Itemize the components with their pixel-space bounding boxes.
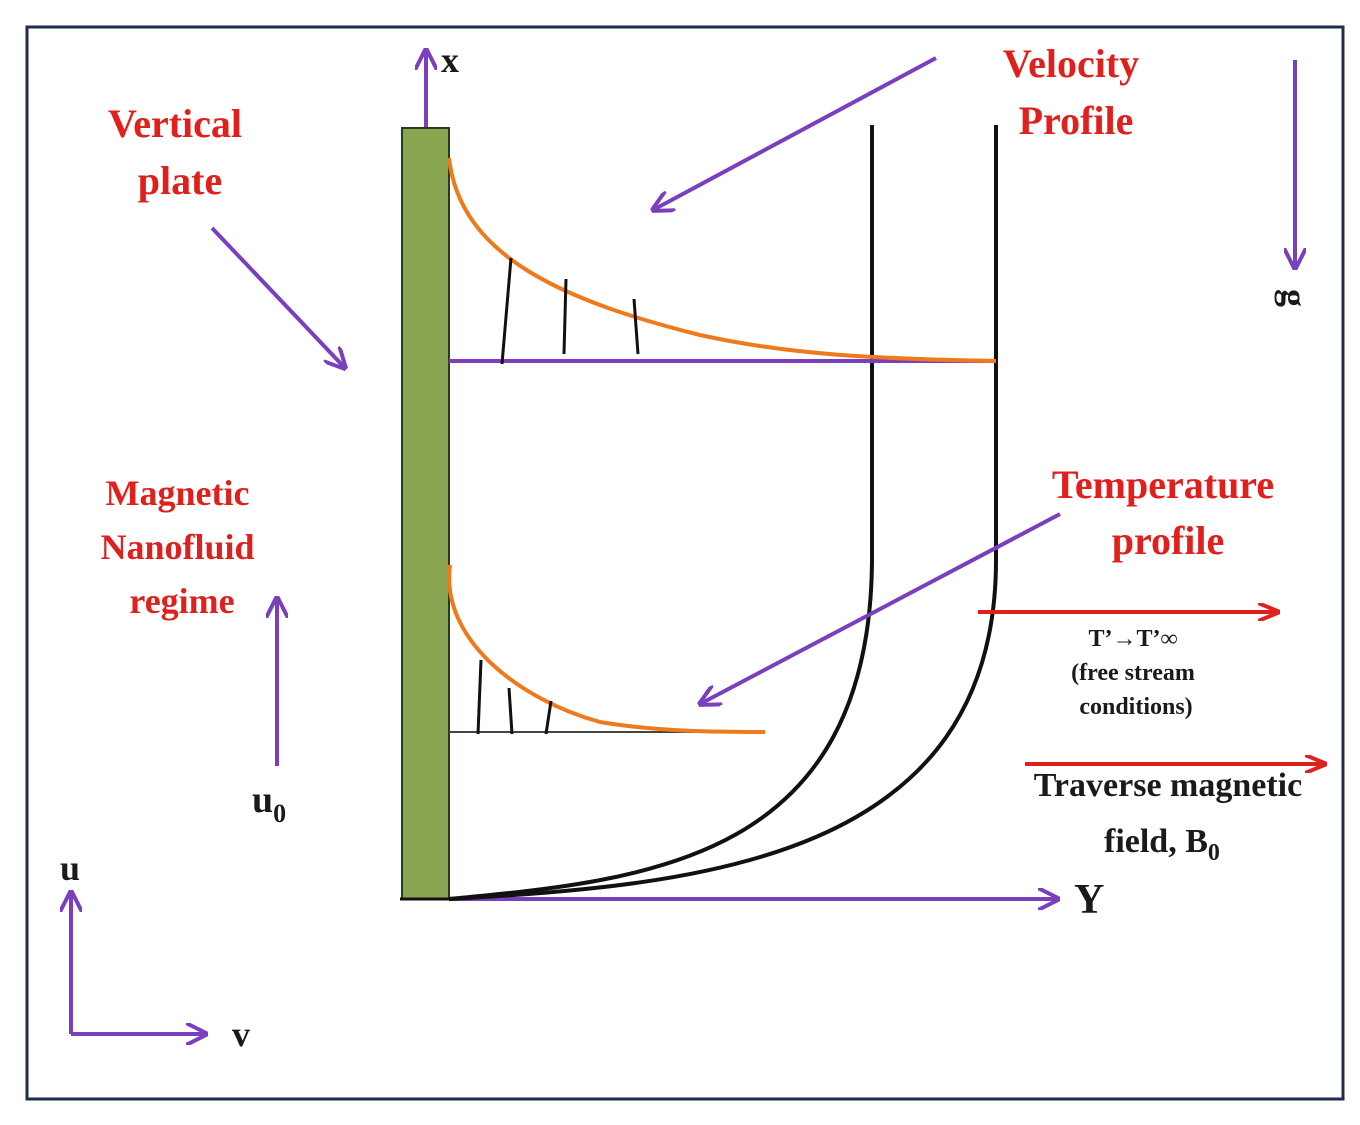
u-direction-label: u — [60, 848, 80, 888]
v-direction-label: v — [232, 1014, 250, 1054]
u0-label: u0 — [252, 779, 286, 828]
magnetic-regime-label: Magnetic Nanofluid regime — [100, 473, 263, 621]
magnetic-field-label-line1: Traverse magnetic — [1034, 767, 1302, 804]
vertical-plate — [401, 127, 450, 900]
temperature-hatch-line — [507, 687, 514, 735]
x-axis-label: x — [441, 40, 459, 80]
temperature-profile-label: Temperature profile — [1052, 462, 1284, 563]
velocity-profile-pointer — [653, 56, 937, 210]
free-stream-label: T’→T’∞ (free stream conditions) — [1071, 626, 1201, 720]
vertical-plate-label: Vertical plate — [108, 101, 252, 203]
y-axis-label: Y — [1074, 877, 1104, 923]
temperature-profile-curve — [447, 564, 766, 734]
velocity-hatch-line — [500, 257, 513, 365]
magnetic-field-label-line2: field, B0 — [1104, 823, 1220, 866]
temperature-profile-pointer — [700, 512, 1061, 704]
temperature-hatch-line — [476, 659, 483, 735]
velocity-profile-label: Velocity Profile — [1003, 41, 1149, 143]
velocity-hatch-line — [632, 298, 640, 355]
gravity-label: g — [1274, 289, 1314, 307]
velocity-profile-curve — [447, 157, 997, 363]
velocity-hatch-line — [562, 278, 568, 355]
temperature-hatch-line — [544, 700, 553, 735]
outer-frame — [25, 25, 1345, 1101]
thermal-boundary-curve — [448, 125, 874, 901]
vertical-plate-pointer — [210, 226, 345, 368]
velocity-boundary-curve — [448, 125, 998, 901]
